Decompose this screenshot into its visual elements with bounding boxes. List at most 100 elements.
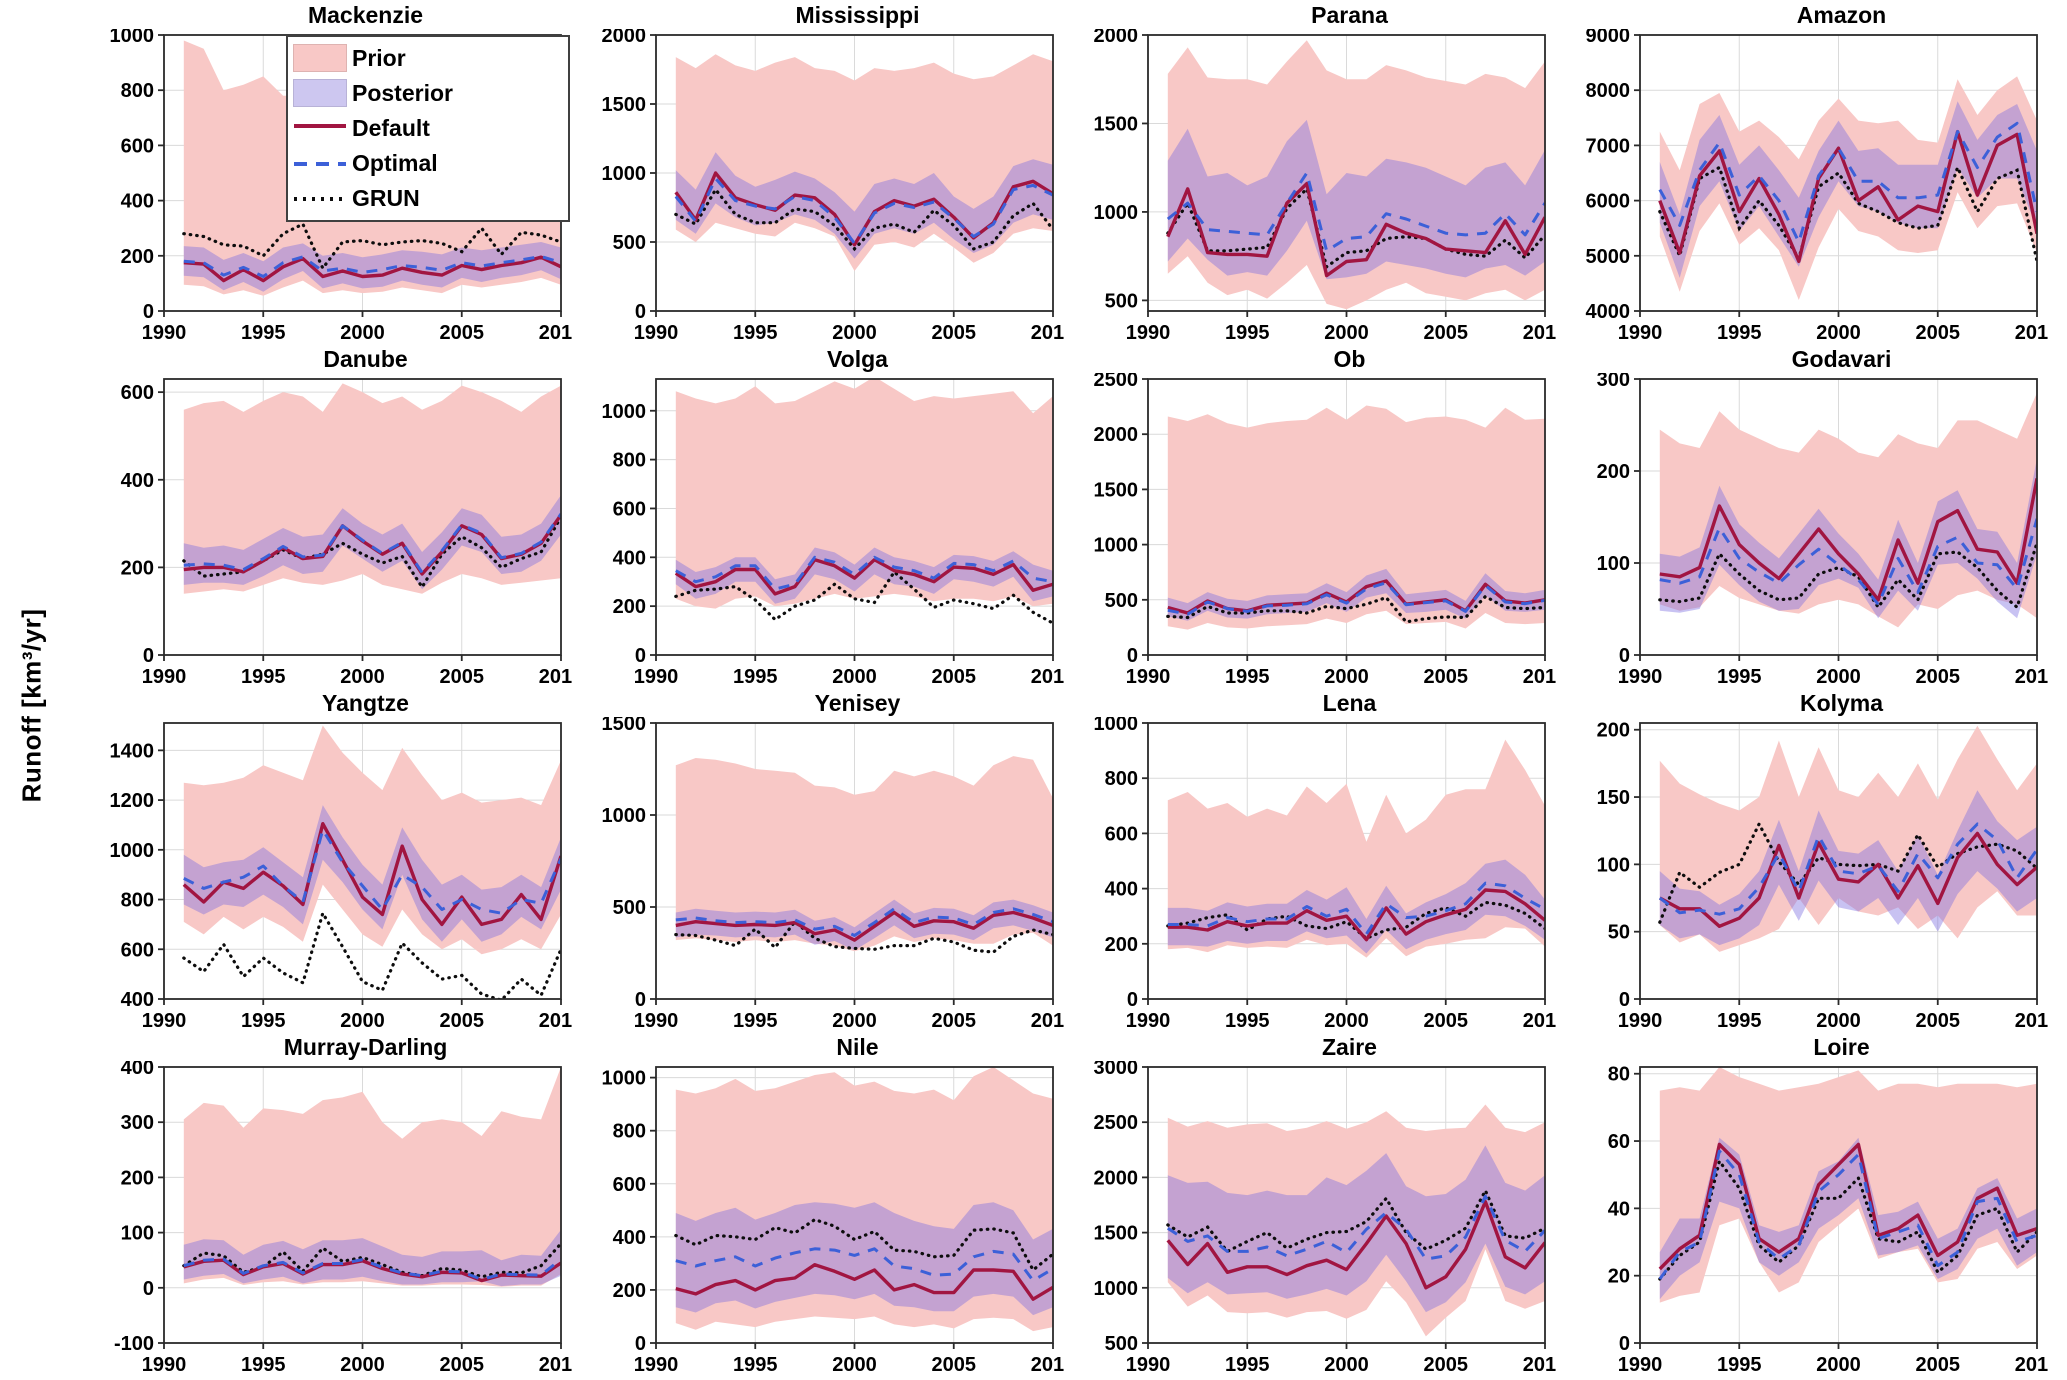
svg-text:2500: 2500: [1094, 1112, 1139, 1134]
svg-text:1990: 1990: [634, 1010, 679, 1032]
svg-text:1995: 1995: [1717, 1010, 1762, 1032]
svg-text:1000: 1000: [110, 29, 155, 47]
svg-text:1995: 1995: [241, 1354, 286, 1376]
svg-text:500: 500: [1105, 290, 1138, 312]
svg-text:2000: 2000: [1816, 322, 1861, 344]
svg-text:200: 200: [121, 246, 154, 268]
svg-text:0: 0: [1619, 1333, 1630, 1355]
svg-text:8000: 8000: [1586, 80, 1631, 102]
svg-text:1995: 1995: [1717, 1354, 1762, 1376]
chart-title: Amazon: [1796, 2, 1887, 28]
svg-text:1990: 1990: [1126, 666, 1171, 688]
svg-text:1000: 1000: [602, 401, 647, 423]
svg-text:2000: 2000: [602, 29, 647, 47]
svg-text:1990: 1990: [1126, 1354, 1171, 1376]
svg-text:60: 60: [1608, 1131, 1630, 1153]
chart-title: Lena: [1322, 690, 1377, 716]
svg-text:1995: 1995: [241, 322, 286, 344]
svg-text:1500: 1500: [1094, 479, 1139, 501]
svg-text:1990: 1990: [142, 322, 187, 344]
svg-text:2005: 2005: [1916, 1010, 1961, 1032]
svg-text:500: 500: [1105, 1333, 1138, 1355]
svg-text:2000: 2000: [1324, 322, 1369, 344]
svg-text:7000: 7000: [1586, 135, 1631, 157]
svg-text:0: 0: [1127, 645, 1138, 667]
svg-text:600: 600: [613, 1174, 646, 1196]
chart-title: Mackenzie: [307, 2, 424, 28]
svg-text:1000: 1000: [602, 1068, 647, 1090]
svg-text:1995: 1995: [733, 666, 778, 688]
svg-text:400: 400: [121, 989, 154, 1011]
chart-title: Nile: [836, 1034, 879, 1060]
chart-canvas: 0 500 1000 1500 2000 2500 1990 1995 2000 2005 2010: [1094, 373, 1557, 688]
svg-text:1000: 1000: [602, 805, 647, 827]
svg-text:400: 400: [613, 1227, 646, 1249]
svg-text:0: 0: [635, 1333, 646, 1355]
svg-text:2000: 2000: [1816, 1354, 1861, 1376]
svg-text:800: 800: [613, 450, 646, 472]
svg-text:1990: 1990: [142, 1354, 187, 1376]
legend-box: Prior Posterior Default Optimal GRUN: [286, 35, 570, 222]
svg-text:1000: 1000: [1094, 202, 1139, 224]
svg-text:0: 0: [1619, 645, 1630, 667]
svg-text:4000: 4000: [1586, 301, 1631, 323]
chart-canvas: 0 50 100 150 200 1990 1995 2000 2005 2010: [1597, 720, 2048, 1032]
subplot-godavari: Godavari 0 100 200 300 1990 1995 2000 2005 2010: [1562, 346, 2054, 690]
chart-title: Murray-Darling: [283, 1034, 448, 1060]
chart-title: Ob: [1333, 346, 1366, 372]
svg-text:2005: 2005: [1916, 666, 1961, 688]
svg-text:2010: 2010: [539, 322, 572, 344]
svg-text:2010: 2010: [539, 1010, 572, 1032]
subplot-mississippi: Mississippi 0 500 1000 1500 2000 1990 1995 2000…: [578, 2, 1070, 346]
svg-text:1990: 1990: [1618, 1354, 1663, 1376]
svg-text:2005: 2005: [932, 322, 977, 344]
svg-text:2010: 2010: [2015, 666, 2048, 688]
svg-text:1990: 1990: [634, 322, 679, 344]
svg-text:600: 600: [121, 939, 154, 961]
chart-canvas: 0 20 40 60 80 1990 1995 2000 2005 2010: [1608, 1064, 2048, 1376]
svg-text:1995: 1995: [1717, 322, 1762, 344]
chart-title: Kolyma: [1799, 690, 1884, 716]
svg-text:1990: 1990: [142, 1010, 187, 1032]
subplot-murray-darling: Murray-Darling -100 0 100 200 300 400 1990 1995…: [86, 1034, 578, 1378]
svg-text:1990: 1990: [1618, 1010, 1663, 1032]
grun-line-swatch: [288, 196, 352, 201]
chart-canvas: 0 500 1000 1500 2000 1990 1995 2000 2005 2010: [602, 29, 1065, 344]
optimal-line-swatch: [288, 161, 352, 166]
subplot-mackenzie: Mackenzie 0 200 400 600 800 1000 1990 1995 2000 2…: [86, 2, 578, 346]
chart-canvas: -100 0 100 200 300 400 1990 1995 2000 2005 2010: [114, 1061, 572, 1376]
svg-text:2000: 2000: [1816, 1010, 1861, 1032]
svg-text:300: 300: [121, 1112, 154, 1134]
svg-text:2500: 2500: [1094, 373, 1139, 391]
svg-text:2010: 2010: [1031, 1354, 1064, 1376]
svg-text:1995: 1995: [1225, 1354, 1270, 1376]
svg-text:0: 0: [143, 301, 154, 323]
svg-text:2000: 2000: [1094, 1167, 1139, 1189]
svg-text:2000: 2000: [1816, 666, 1861, 688]
svg-text:1200: 1200: [110, 790, 155, 812]
subplot-nile: Nile 0 200 400 600 800 1000 1990 1995 2000 2005 20…: [578, 1034, 1070, 1378]
svg-text:2010: 2010: [1031, 1010, 1064, 1032]
svg-text:1990: 1990: [634, 666, 679, 688]
subplot-ob: Ob 0 500 1000 1500 2000 2500 1990 1995 2000 2005 2…: [1070, 346, 1562, 690]
svg-text:0: 0: [635, 301, 646, 323]
subplot-kolyma: Kolyma 0 50 100 150 200 1990 1995 2000 2005 2010: [1562, 690, 2054, 1034]
chart-title: Zaire: [1322, 1034, 1377, 1060]
svg-text:600: 600: [1105, 823, 1138, 845]
svg-text:1500: 1500: [602, 94, 647, 116]
svg-text:2005: 2005: [1424, 322, 1469, 344]
svg-text:2010: 2010: [2015, 1354, 2048, 1376]
svg-text:1995: 1995: [733, 322, 778, 344]
svg-text:400: 400: [121, 470, 154, 492]
svg-text:2000: 2000: [1094, 29, 1139, 47]
chart-title: Yenisey: [814, 690, 901, 716]
svg-text:2005: 2005: [932, 1354, 977, 1376]
svg-text:2005: 2005: [440, 666, 485, 688]
svg-text:2010: 2010: [1523, 666, 1556, 688]
chart-canvas: 0 200 400 600 800 1000 1990 1995 2000 2005 2010: [602, 1066, 1064, 1376]
chart-title: Danube: [323, 346, 408, 372]
svg-text:100: 100: [121, 1223, 154, 1245]
svg-text:3000: 3000: [1094, 1061, 1139, 1079]
svg-text:1995: 1995: [733, 1354, 778, 1376]
subplot-volga: Volga 0 200 400 600 800 1000 1990 1995 2000 2005 2…: [578, 346, 1070, 690]
